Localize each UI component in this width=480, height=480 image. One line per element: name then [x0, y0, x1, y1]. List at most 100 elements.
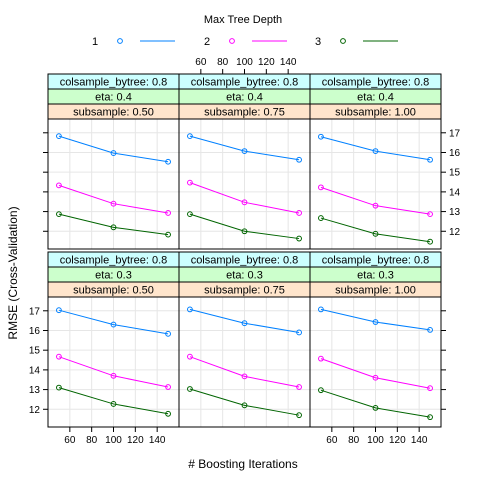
strip-label: colsample_bytree: 0.8 — [191, 77, 299, 89]
x-tick-label-top: 100 — [236, 57, 253, 68]
y-tick-label-left: 15 — [29, 346, 41, 357]
series-line-depth-3 — [189, 388, 300, 416]
panel-plot-area — [47, 296, 180, 428]
y-tick-label-left: 14 — [29, 365, 41, 376]
strip-label: colsample_bytree: 0.8 — [322, 255, 430, 267]
series-line-depth-2 — [58, 184, 169, 214]
strip-label: colsample_bytree: 0.8 — [322, 77, 430, 89]
series-line-depth-3 — [58, 213, 169, 236]
strip-label: colsample_bytree: 0.8 — [60, 77, 168, 89]
panel-5: colsample_bytree: 0.8 eta: 0.4 subsample: … — [178, 73, 311, 250]
data-point-depth-1 — [110, 321, 117, 328]
legend-point-marker — [229, 38, 235, 44]
strip-label: colsample_bytree: 0.8 — [60, 255, 168, 267]
data-point-depth-3 — [165, 231, 171, 238]
x-tick-label-bottom: 80 — [86, 435, 98, 446]
x-tick-label-top: 140 — [280, 57, 297, 68]
data-point-depth-3 — [187, 386, 193, 392]
series-line-depth-1 — [320, 308, 431, 331]
y-tick-label-right: 13 — [449, 207, 461, 218]
y-tick-label-right: 17 — [449, 128, 461, 139]
data-point-depth-2 — [318, 184, 324, 191]
panels: colsample_bytree: 0.8 eta: 0.4 subsample: … — [47, 73, 442, 428]
legend-entries: 1 2 3 — [92, 36, 398, 48]
y-tick-label-left: 13 — [29, 385, 41, 396]
data-point-depth-1 — [372, 148, 379, 155]
series-line-depth-1 — [320, 136, 431, 161]
data-point-depth-1 — [318, 306, 324, 313]
data-point-depth-2 — [187, 353, 193, 360]
data-point-depth-3 — [318, 387, 324, 394]
series-line-depth-2 — [189, 356, 300, 388]
data-point-depth-2 — [165, 210, 171, 216]
data-point-depth-1 — [427, 156, 433, 163]
data-point-depth-1 — [241, 320, 248, 327]
series-line-depth-2 — [58, 356, 169, 388]
y-tick-label-right: 16 — [449, 148, 461, 159]
panel-plot-area — [47, 118, 180, 250]
legend-entry-2: 2 — [204, 36, 287, 48]
y-tick-label-right: 14 — [449, 187, 461, 198]
x-tick-label-bottom: 80 — [348, 435, 360, 446]
series-line-depth-1 — [189, 135, 300, 161]
data-point-depth-1 — [427, 326, 433, 333]
data-point-depth-2 — [318, 355, 324, 362]
data-point-depth-2 — [372, 374, 379, 381]
data-point-depth-3 — [241, 402, 248, 409]
panel-plot-area — [178, 118, 311, 250]
strip-label: subsample: 0.50 — [73, 107, 154, 119]
y-tick-label-left: 12 — [29, 405, 41, 416]
strip-label: eta: 0.4 — [226, 92, 263, 104]
data-point-depth-2 — [241, 199, 248, 206]
data-point-depth-1 — [56, 307, 62, 314]
legend-entry-1: 1 — [92, 36, 175, 48]
data-point-depth-1 — [187, 133, 193, 140]
data-point-depth-1 — [241, 148, 248, 155]
legend-point-marker — [340, 38, 346, 44]
data-point-depth-2 — [296, 384, 302, 390]
strip-label: subsample: 0.75 — [204, 285, 285, 297]
legend: Max Tree Depth 1 2 3 — [92, 14, 398, 48]
data-point-depth-1 — [56, 133, 62, 140]
data-point-depth-3 — [296, 412, 302, 419]
strip-label: subsample: 1.00 — [335, 107, 416, 119]
x-tick-label-bottom: 100 — [105, 435, 122, 446]
legend-entry-label: 1 — [92, 36, 98, 48]
data-point-depth-2 — [110, 372, 117, 379]
series-line-depth-2 — [189, 182, 300, 214]
strip-label: eta: 0.3 — [357, 270, 394, 282]
data-point-depth-1 — [187, 306, 193, 313]
data-point-depth-2 — [110, 200, 117, 207]
x-tick-label-bottom: 60 — [64, 435, 76, 446]
series-line-depth-2 — [320, 358, 431, 389]
y-tick-label-left: 16 — [29, 326, 41, 337]
data-point-depth-3 — [56, 211, 62, 218]
data-point-depth-2 — [56, 353, 62, 360]
y-tick-label-right: 12 — [449, 227, 461, 238]
x-tick-label-top: 120 — [258, 57, 275, 68]
x-tick-label-bottom: 140 — [149, 435, 166, 446]
data-point-depth-1 — [165, 330, 171, 337]
data-point-depth-3 — [56, 384, 62, 391]
series-line-depth-3 — [320, 389, 431, 418]
strip-label: subsample: 0.50 — [73, 285, 154, 297]
data-point-depth-3 — [110, 401, 117, 407]
x-tick-label-bottom: 120 — [127, 435, 144, 446]
data-point-depth-2 — [427, 211, 433, 218]
data-point-depth-2 — [56, 182, 62, 189]
panel-2: colsample_bytree: 0.8 eta: 0.3 subsample: … — [178, 251, 311, 428]
panel-plot-area — [309, 296, 442, 428]
data-point-depth-3 — [241, 228, 248, 235]
data-point-depth-3 — [372, 230, 379, 237]
panel-plot-area — [309, 118, 442, 250]
panel-3: colsample_bytree: 0.8 eta: 0.3 subsample: … — [309, 251, 442, 428]
data-point-depth-2 — [241, 373, 248, 380]
x-axis-label: # Boosting Iterations — [188, 457, 297, 471]
data-point-depth-1 — [165, 158, 171, 165]
data-point-depth-1 — [296, 329, 302, 336]
data-point-depth-3 — [296, 235, 302, 242]
data-point-depth-3 — [427, 414, 433, 421]
data-point-depth-2 — [427, 385, 433, 392]
legend-point-marker — [117, 38, 123, 44]
